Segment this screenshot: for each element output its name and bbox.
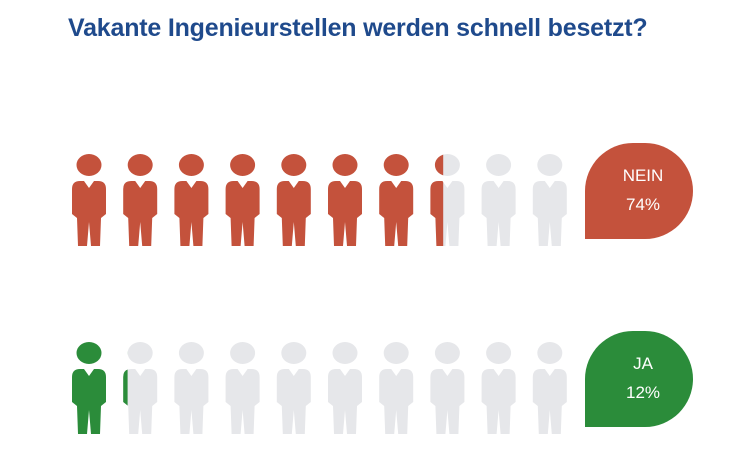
person-icon bbox=[123, 154, 158, 246]
person-icon bbox=[532, 342, 567, 434]
person-icon bbox=[481, 154, 516, 246]
person-icon bbox=[174, 342, 209, 434]
person-icon bbox=[225, 154, 260, 246]
person-icon bbox=[328, 154, 362, 246]
badge-label: JA bbox=[633, 354, 654, 373]
person-icon bbox=[72, 342, 106, 434]
person-icon-partial bbox=[123, 369, 128, 406]
person-icon bbox=[430, 342, 465, 434]
person-icon bbox=[276, 154, 311, 246]
row-ja: JA 12% bbox=[72, 331, 693, 434]
person-icon bbox=[532, 154, 567, 246]
person-icon bbox=[174, 154, 209, 246]
person-icon bbox=[225, 342, 260, 434]
badge-label: NEIN bbox=[623, 166, 664, 185]
person-icon bbox=[379, 342, 414, 434]
person-icon bbox=[379, 154, 414, 246]
chart-title: Vakante Ingenieurstellen werden schnell … bbox=[68, 14, 648, 42]
person-icon-partial bbox=[430, 154, 444, 246]
badge-value: 12% bbox=[626, 383, 660, 402]
row-nein: NEIN 74% bbox=[72, 143, 693, 246]
person-icon bbox=[328, 342, 362, 434]
value-badge bbox=[585, 331, 693, 427]
person-icon bbox=[72, 154, 106, 246]
badge-value: 74% bbox=[626, 195, 660, 214]
value-badge bbox=[585, 143, 693, 239]
person-icon bbox=[276, 342, 311, 434]
person-icon bbox=[481, 342, 516, 434]
person-icon bbox=[123, 342, 158, 434]
